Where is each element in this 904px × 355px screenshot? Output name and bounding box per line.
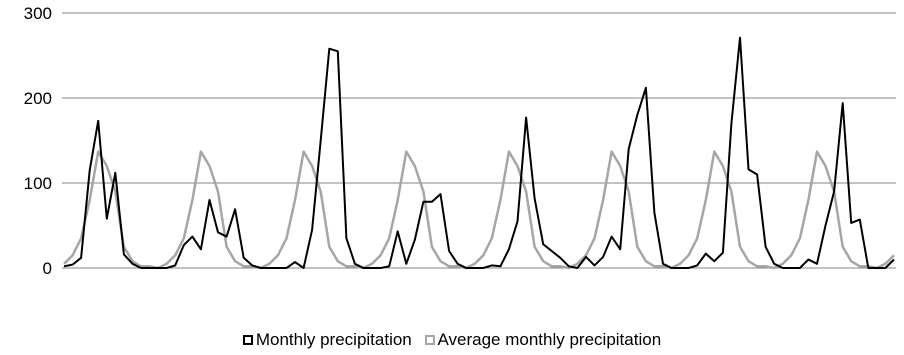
y-tick-label: 0 — [43, 259, 52, 278]
legend-label-monthly: Monthly precipitation — [255, 330, 412, 349]
legend: Monthly precipitation Average monthly pr… — [0, 330, 904, 350]
legend-swatch-monthly — [242, 335, 253, 345]
gridlines — [62, 12, 896, 184]
series-line-monthly-precipitation — [63, 36, 895, 269]
legend-item-monthly: Monthly precipitation — [242, 330, 412, 350]
legend-label-average: Average monthly precipitation — [437, 330, 662, 349]
series-lines — [63, 36, 895, 270]
legend-item-average: Average monthly precipitation — [424, 330, 662, 350]
y-tick-label: 300 — [24, 4, 52, 23]
y-tick-label: 100 — [24, 174, 52, 193]
series-line-average-monthly-precipitation — [63, 150, 895, 270]
legend-swatch-average — [424, 335, 435, 345]
y-tick-label: 200 — [24, 89, 52, 108]
precipitation-chart: 0 100 200 300 — [24, 4, 896, 278]
y-axis-tick-labels: 0 100 200 300 — [24, 4, 52, 278]
